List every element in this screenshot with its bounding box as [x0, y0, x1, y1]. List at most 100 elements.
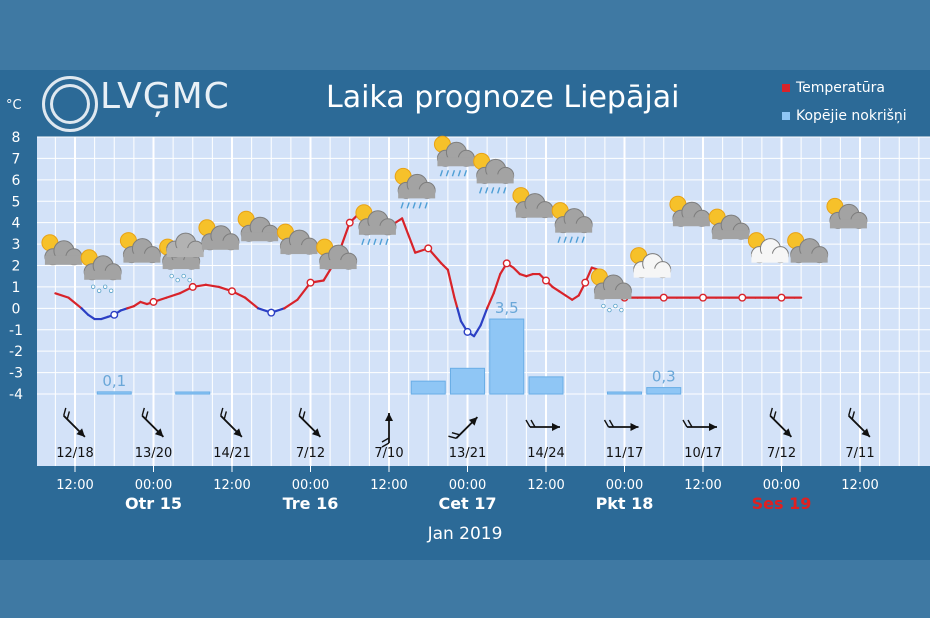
- day-label: Otr 15: [125, 494, 182, 513]
- wind-barb: [608, 419, 615, 428]
- partly-cloudy-icon: [119, 232, 161, 264]
- wind-speed-label: 12/18: [56, 446, 93, 461]
- snow-cloud-icon: [159, 232, 205, 283]
- temperature-point: [306, 278, 315, 287]
- snow-flake: [187, 277, 192, 283]
- y-tick-label: 6: [12, 173, 21, 189]
- temperature-point: [188, 282, 197, 291]
- wind-speed-label: 14/24: [527, 446, 564, 461]
- y-tick-label: -2: [9, 344, 23, 360]
- wind-barb: [769, 407, 773, 416]
- cloud-base: [633, 268, 671, 278]
- wind-barb: [223, 411, 228, 420]
- partly-cloudy-icon: [316, 238, 358, 270]
- partly-cloudy-icon: [512, 187, 554, 219]
- time-tick-label: 00:00: [606, 478, 643, 493]
- temperature-line-segment: [400, 217, 417, 254]
- time-tick-label: 12:00: [527, 478, 564, 493]
- wind-speed-label: 14/21: [213, 446, 250, 461]
- wind-barb: [220, 407, 224, 416]
- rain-drop: [385, 238, 389, 246]
- wind-head: [385, 413, 393, 421]
- y-tick-label: 7: [12, 151, 21, 167]
- cloud-base: [829, 219, 867, 229]
- y-tick-label: -1: [9, 323, 23, 339]
- time-tick-label: 00:00: [449, 478, 486, 493]
- precip-bar: [646, 387, 682, 395]
- temperature-line-segment: [456, 307, 463, 323]
- y-tick-label: 8: [12, 130, 21, 146]
- cloud-base: [84, 270, 122, 280]
- cloud-base: [201, 240, 239, 250]
- precip-bar: [410, 380, 446, 395]
- temperature-line-segment: [512, 266, 521, 276]
- rain-drop: [463, 170, 468, 177]
- snow-flake: [619, 307, 624, 313]
- cloud-base: [398, 189, 436, 199]
- snow-flake: [169, 273, 174, 279]
- cloud-base: [241, 232, 279, 242]
- rain-showers-icon: [433, 135, 475, 177]
- y-tick-label: -3: [9, 366, 23, 382]
- rain-drop: [424, 202, 428, 209]
- wind-barb: [851, 411, 856, 420]
- precip-bar-label: 3,5: [495, 299, 519, 317]
- wind-arrow-ne-icon: [448, 416, 479, 439]
- temperature-point: [424, 244, 433, 253]
- wind-barb: [525, 419, 531, 428]
- temperature-line-segment: [119, 307, 129, 312]
- wind-barb: [848, 407, 852, 416]
- wind-barb: [63, 407, 67, 416]
- y-tick-label: 4: [12, 216, 21, 232]
- day-label: Tre 16: [283, 494, 339, 513]
- cloud-base: [162, 260, 200, 270]
- y-tick-label: 0: [12, 301, 21, 317]
- rain-drop: [361, 238, 365, 246]
- temperature-point: [110, 310, 119, 319]
- wind-head: [552, 423, 560, 431]
- cloud-base: [515, 208, 553, 218]
- temperature-point: [699, 293, 708, 302]
- rain-drop: [451, 170, 456, 177]
- wind-barb: [141, 407, 145, 416]
- temperature-line-segment: [440, 262, 449, 271]
- temperature-line-segment: [446, 268, 456, 299]
- rain-drop: [406, 202, 410, 209]
- precip-bar: [450, 367, 485, 395]
- y-tick-label: 5: [12, 194, 21, 210]
- wind-barb: [381, 437, 390, 443]
- rain-drop: [563, 236, 567, 243]
- rain-drop: [445, 170, 450, 177]
- legend-label-precipitation: Kopējie nokrišņi: [796, 108, 907, 124]
- temperature-point: [581, 278, 590, 287]
- temperature-point: [738, 293, 747, 302]
- temperature-line-segment: [564, 294, 574, 301]
- wind-speed-label: 7/12: [296, 446, 325, 461]
- cloud-base: [751, 253, 789, 263]
- cloud-base: [555, 223, 593, 233]
- wind-arrow-se-icon: [298, 407, 322, 438]
- partly-cloudy-icon: [826, 197, 868, 229]
- cloud-base: [476, 174, 514, 184]
- cloud-base: [44, 255, 82, 265]
- temperature-line-segment: [571, 294, 580, 301]
- sun-cloud-icon: [747, 232, 789, 264]
- temperature-line-segment: [486, 292, 495, 310]
- wind-arrow-e-icon: [682, 419, 717, 431]
- precip-bar: [489, 318, 525, 395]
- day-label: Pkt 18: [596, 494, 654, 513]
- temperature-point: [345, 218, 354, 227]
- temperature-line-segment: [492, 272, 502, 295]
- wind-barb: [298, 407, 302, 416]
- rain-drop: [581, 236, 585, 243]
- precip-bar: [528, 376, 564, 395]
- temperature-point: [777, 293, 786, 302]
- cloud-base: [594, 290, 632, 300]
- temperature-point: [227, 287, 236, 296]
- wind-barb: [66, 411, 71, 420]
- cloud-base: [790, 253, 828, 263]
- partly-cloudy-icon: [787, 232, 829, 264]
- temperature-line-segment: [165, 292, 181, 299]
- precip-bar-label: 0,3: [652, 368, 676, 386]
